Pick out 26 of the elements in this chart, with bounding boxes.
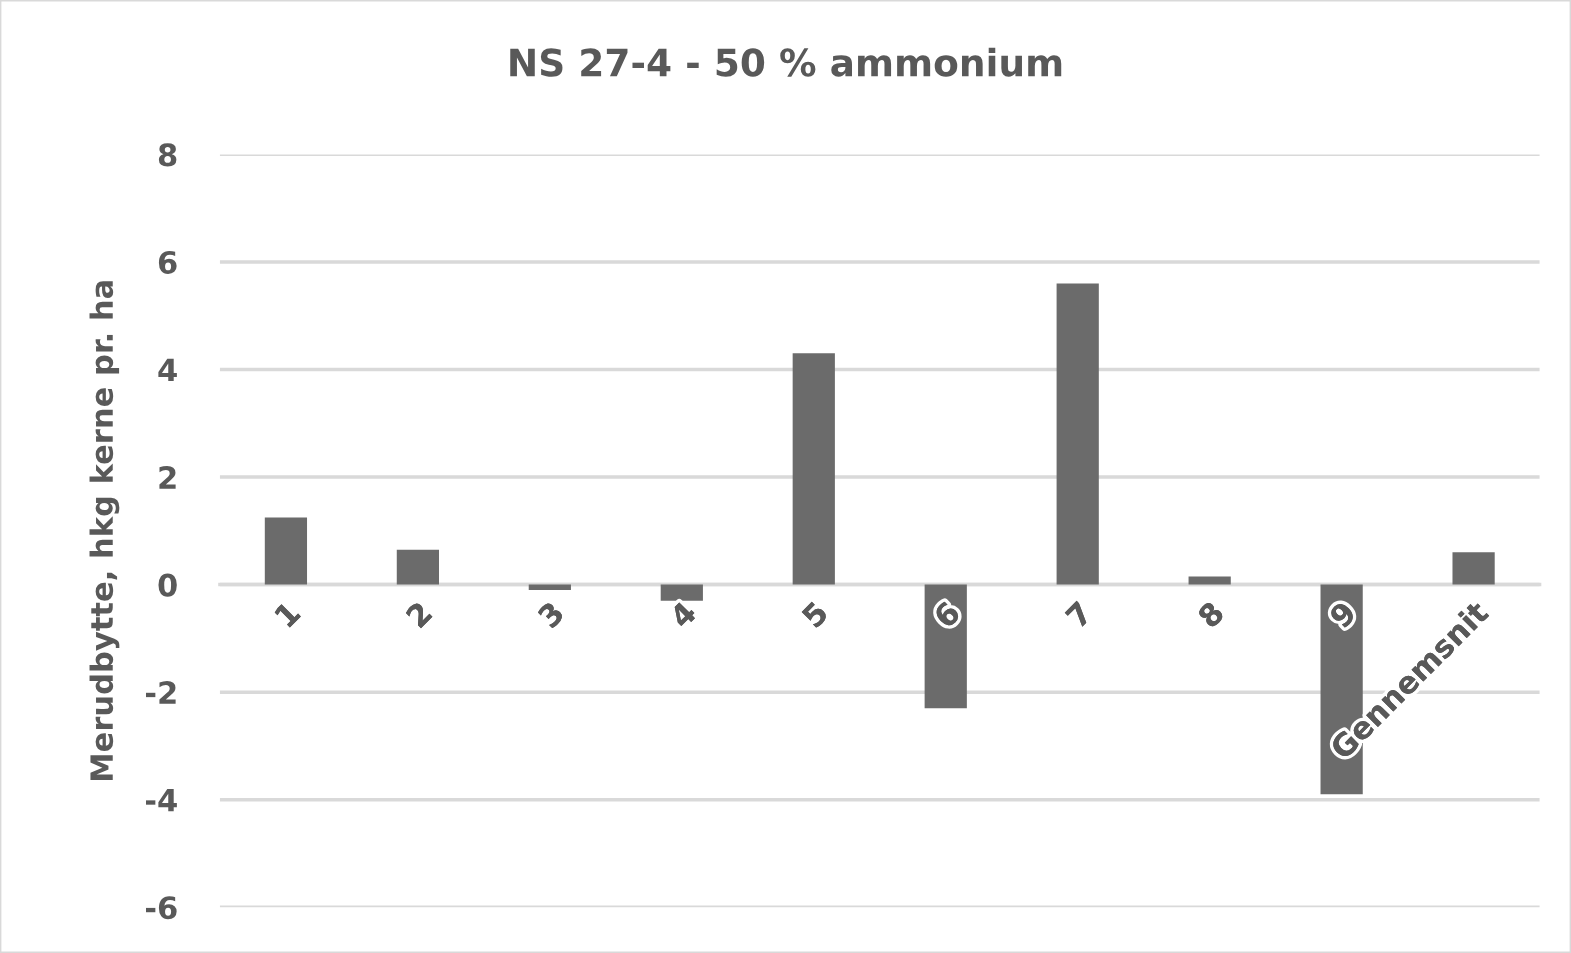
y-tick-label: 4 (158, 358, 177, 382)
bar (528, 584, 571, 590)
y-tick-label: -4 (145, 789, 177, 812)
bar (660, 584, 703, 601)
bar (792, 353, 835, 585)
y-tick-label: 6 (158, 250, 177, 274)
x-tick-label: 4 (668, 600, 698, 629)
y-tick-label: 8 (158, 143, 177, 167)
x-tick-label: 3 (536, 600, 565, 629)
y-tick-label: -2 (145, 681, 176, 704)
y-tick-label: 2 (159, 465, 176, 489)
x-tick-label: 7 (1064, 600, 1093, 629)
x-tick-label: 6 (932, 600, 962, 629)
bar (264, 517, 308, 585)
y-axis-title: Merudbytte, hkg kerne pr. ha (89, 281, 120, 781)
x-tick-label: 2 (404, 600, 433, 629)
bar (1452, 552, 1495, 585)
chart-title: NS 27-4 - 50 % ammonium (510, 47, 1062, 77)
y-tick-label: 0 (158, 573, 177, 597)
bar (396, 549, 439, 585)
bar (1188, 576, 1231, 585)
bar (1056, 283, 1099, 585)
x-tick-label: 1 (273, 600, 301, 628)
x-tick-label: 5 (801, 600, 829, 629)
y-tick-label: -6 (145, 896, 177, 920)
x-tick-label: 8 (1196, 600, 1226, 629)
